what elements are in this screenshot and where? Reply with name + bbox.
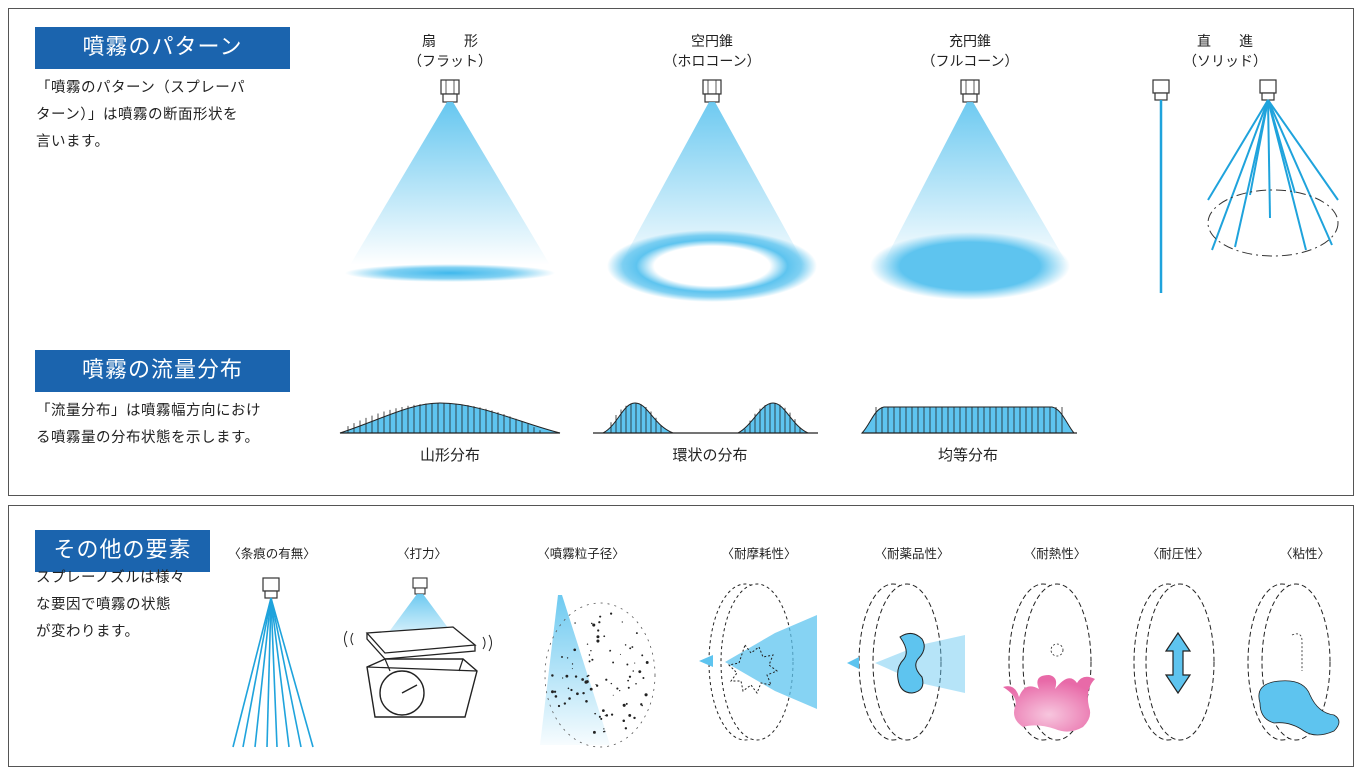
distribution-label-mountain: 山形分布 (419, 446, 480, 464)
impact-scale-diagram (344, 577, 492, 718)
factor-label-wear: 〈耐摩耗性〉 (721, 546, 797, 561)
nozzle-icon (412, 577, 428, 595)
droplet-size-diagram (540, 595, 656, 748)
wear-resistance-diagram (699, 583, 817, 741)
spray-pattern-description: 「噴霧のパターン（スプレーパ ターン）」は噴霧の断面形状を 言います。 (36, 75, 306, 156)
uniform-distribution-graph (860, 406, 1077, 434)
distribution-label-uniform: 均等分布 (937, 446, 998, 464)
pattern-label-full-cone: 充円錐 （フルコーン） (921, 34, 1019, 70)
other-factors-heading: その他の要素 (35, 530, 210, 572)
factor-label-pressure: 〈耐圧性〉 (1146, 546, 1210, 561)
desc-line: 「噴霧のパターン（スプレーパ (36, 80, 246, 96)
spray-outline (1207, 189, 1339, 257)
nozzle-icon (440, 79, 460, 103)
solid-streams-bundle (1207, 99, 1339, 251)
factor-label-impact: 〈打力〉 (396, 546, 447, 561)
pressure-resistance-diagram (1133, 583, 1215, 741)
distribution-label-ring: 環状の分布 (672, 446, 748, 464)
pattern-label-flat: 扇 形 （フラット） (408, 34, 492, 70)
spray-cone (350, 102, 550, 265)
nozzle-icon (960, 79, 980, 103)
spray-pattern-heading: 噴霧のパターン (35, 27, 290, 69)
nozzle-icon (1259, 79, 1277, 101)
flame-icon (1003, 675, 1095, 732)
desc-line: 「流量分布」は噴霧幅方向におけ (36, 403, 261, 419)
other-factors-panel (8, 505, 1354, 767)
flow-distribution-description: 「流量分布」は噴霧幅方向におけ る噴霧量の分布状態を示します。 (36, 398, 306, 452)
hollow-cone-diagram (607, 79, 817, 302)
factor-label-droplet-size: 〈噴霧粒子径〉 (537, 546, 625, 561)
nozzle-icon (702, 79, 722, 103)
viscous-fluid-blob (1258, 680, 1340, 736)
chemical-resistance-diagram (847, 583, 965, 741)
scale-plate (365, 626, 477, 654)
ring-distribution-graph (593, 402, 818, 434)
streaks-diagram (232, 577, 314, 748)
spray-cone (620, 102, 805, 265)
solid-stream-diagram (1152, 79, 1339, 293)
viscosity-diagram (1247, 583, 1340, 741)
heat-resistance-diagram (1003, 583, 1095, 741)
desc-line: る噴霧量の分布状態を示します。 (36, 430, 260, 446)
hollow-ring (607, 230, 817, 302)
double-arrow-icon (1164, 631, 1192, 695)
factor-label-viscosity: 〈粘性〉 (1279, 546, 1330, 561)
flat-pattern-ellipse (345, 264, 555, 282)
pattern-label-solid: 直 進 （ソリッド） (1183, 34, 1267, 70)
pattern-label-hollow-cone: 空円錐 （ホロコーン） (663, 34, 761, 70)
desc-line: が変わります。 (36, 624, 140, 640)
flat-spray-diagram (345, 79, 555, 282)
desc-line: 言います。 (36, 134, 110, 150)
full-cone-diagram (870, 79, 1070, 300)
desc-line: な要因で噴霧の状態 (36, 597, 171, 613)
nozzle-icon (1152, 79, 1170, 101)
full-pattern-disc (870, 232, 1070, 300)
nozzle-icon (262, 577, 280, 599)
mountain-distribution-graph (339, 402, 561, 434)
flow-distribution-heading: 噴霧の流量分布 (35, 350, 290, 392)
other-factors-description: スプレーノズルは様々 な要因で噴霧の状態 が変わります。 (36, 565, 221, 646)
factor-label-heat: 〈耐熱性〉 (1023, 546, 1087, 561)
factor-label-streaks: 〈条痕の有無〉 (228, 546, 316, 561)
desc-line: スプレーノズルは様々 (36, 570, 186, 586)
desc-line: ターン）」は噴霧の断面形状を (36, 107, 239, 123)
spray-cone (885, 102, 1065, 260)
factor-label-chemical: 〈耐薬品性〉 (874, 546, 950, 561)
